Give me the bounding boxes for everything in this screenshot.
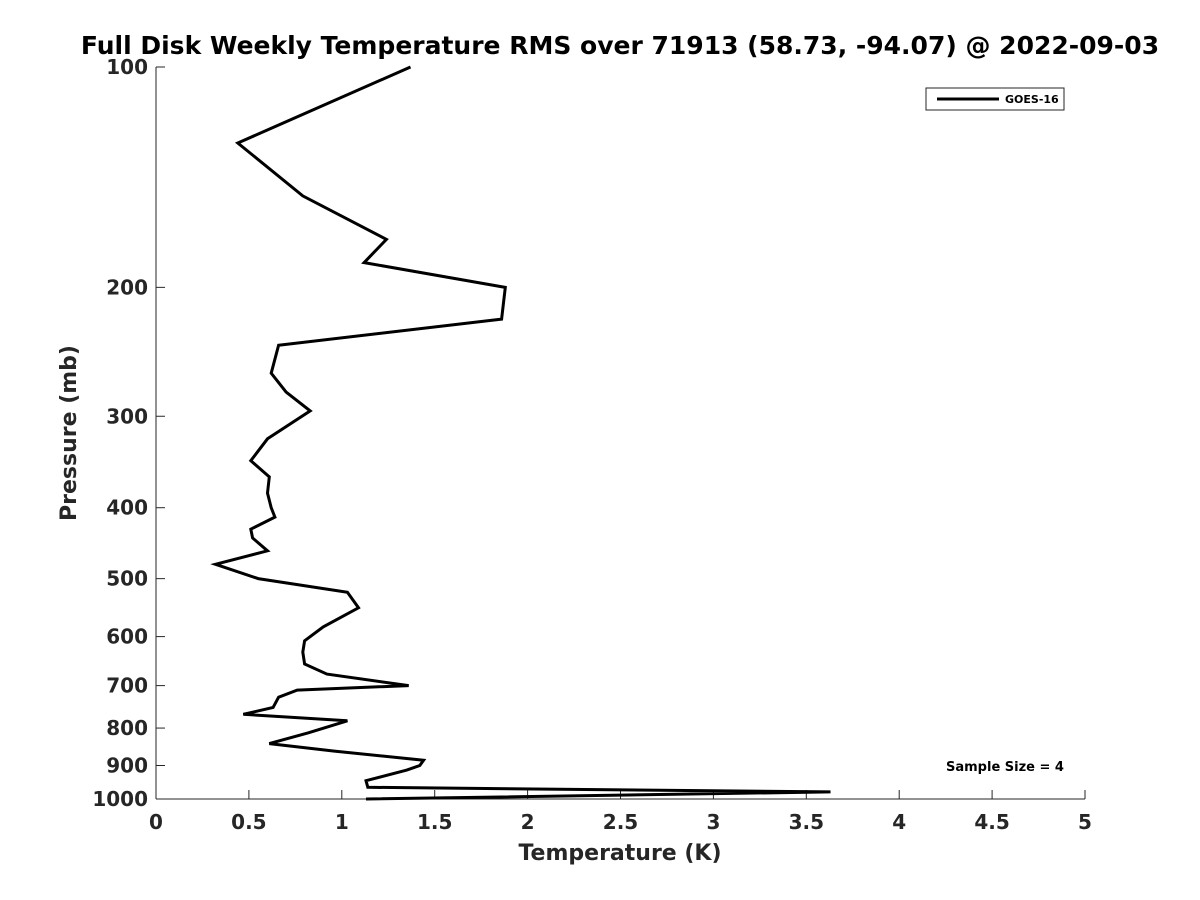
x-tick-label: 5 xyxy=(1078,810,1092,834)
y-tick-label: 400 xyxy=(106,496,148,520)
y-axis-ticks: 100 200 300 400 500 600 700 800 900 1000 xyxy=(92,55,165,811)
chart-title: Full Disk Weekly Temperature RMS over 71… xyxy=(81,31,1159,60)
y-tick-label: 100 xyxy=(106,55,148,79)
legend-label-goes-16: GOES-16 xyxy=(1005,93,1059,106)
y-tick-label: 300 xyxy=(106,404,148,428)
y-tick-label: 200 xyxy=(106,275,148,299)
y-tick-label: 1000 xyxy=(92,787,148,811)
y-tick-label: 700 xyxy=(106,674,148,698)
x-tick-label: 0.5 xyxy=(231,810,266,834)
legend: GOES-16 xyxy=(925,87,1065,111)
sample-size-annotation: Sample Size = 4 xyxy=(946,760,1064,775)
y-tick-label: 600 xyxy=(106,625,148,649)
x-tick-label: 2.5 xyxy=(603,810,638,834)
x-tick-label: 4 xyxy=(892,810,906,834)
y-axis-label: Pressure (mb) xyxy=(57,345,82,521)
x-tick-label: 1.5 xyxy=(417,810,452,834)
y-tick-label: 500 xyxy=(106,567,148,591)
series-line-goes-16 xyxy=(210,65,831,801)
y-tick-label: 900 xyxy=(106,754,148,778)
x-tick-label: 3.5 xyxy=(789,810,824,834)
x-tick-label: 2 xyxy=(521,810,535,834)
x-tick-label: 3 xyxy=(706,810,720,834)
x-tick-label: 0 xyxy=(149,810,163,834)
y-tick-label: 800 xyxy=(106,716,148,740)
x-tick-label: 4.5 xyxy=(974,810,1009,834)
x-tick-label: 1 xyxy=(335,810,349,834)
x-axis-label: Temperature (K) xyxy=(518,841,721,866)
